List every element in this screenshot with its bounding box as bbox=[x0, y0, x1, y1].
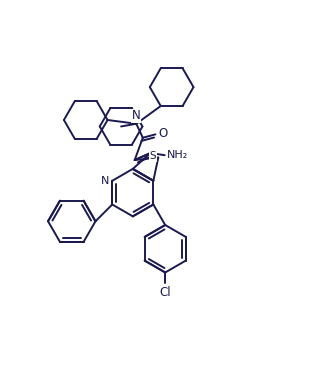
Text: Cl: Cl bbox=[159, 286, 171, 299]
Text: N: N bbox=[132, 110, 141, 123]
Text: S: S bbox=[150, 151, 156, 161]
Text: NH₂: NH₂ bbox=[167, 150, 188, 160]
Text: O: O bbox=[158, 127, 168, 140]
Text: N: N bbox=[100, 176, 109, 186]
